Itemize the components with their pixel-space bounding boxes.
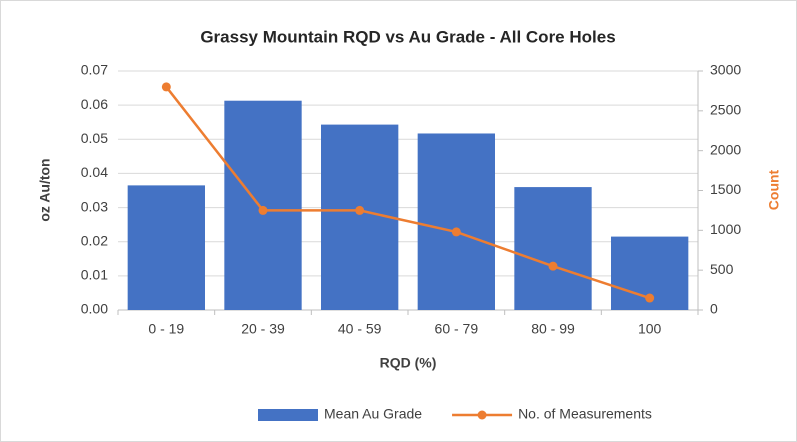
x-axis-title: RQD (%) xyxy=(380,355,437,371)
y2-tick-label: 2500 xyxy=(710,102,741,118)
y2-tick-label: 0 xyxy=(710,301,718,317)
y-tick-label: 0.04 xyxy=(81,164,108,180)
y-tick-label: 0.07 xyxy=(81,62,108,78)
line-marker xyxy=(161,82,171,92)
chart-title: Grassy Mountain RQD vs Au Grade - All Co… xyxy=(200,27,615,46)
x-tick-label: 100 xyxy=(638,321,662,337)
x-tick-label: 80 - 99 xyxy=(531,321,575,337)
legend-swatch xyxy=(258,409,318,421)
y-tick-label: 0.05 xyxy=(81,130,108,146)
line-marker xyxy=(548,261,558,271)
bar xyxy=(127,185,205,310)
x-tick-label: 60 - 79 xyxy=(435,321,479,337)
x-tick-label: 40 - 59 xyxy=(338,321,382,337)
y-tick-label: 0.03 xyxy=(81,198,108,214)
y2-axis-title: Count xyxy=(766,169,782,210)
bar xyxy=(224,100,302,310)
line-marker xyxy=(451,227,461,237)
legend-marker xyxy=(477,410,487,420)
x-tick-label: 0 - 19 xyxy=(148,321,184,337)
y2-tick-label: 500 xyxy=(710,261,734,277)
line-marker xyxy=(645,293,655,303)
y-axis-title: oz Au/ton xyxy=(37,158,53,221)
y2-tick-label: 1000 xyxy=(710,221,741,237)
y-tick-label: 0.02 xyxy=(81,232,108,248)
bar xyxy=(514,187,592,310)
line-marker xyxy=(258,205,268,215)
x-tick-label: 20 - 39 xyxy=(241,321,285,337)
y-tick-label: 0.01 xyxy=(81,267,108,283)
line-marker xyxy=(355,205,365,215)
legend-label: Mean Au Grade xyxy=(324,406,422,422)
y2-tick-label: 1500 xyxy=(710,181,741,197)
y2-tick-label: 3000 xyxy=(710,62,741,78)
y-tick-label: 0.00 xyxy=(81,301,108,317)
legend-label: No. of Measurements xyxy=(518,406,652,422)
line xyxy=(165,86,651,300)
bar xyxy=(417,133,495,310)
y2-tick-label: 2000 xyxy=(710,141,741,157)
y-tick-label: 0.06 xyxy=(81,96,108,112)
